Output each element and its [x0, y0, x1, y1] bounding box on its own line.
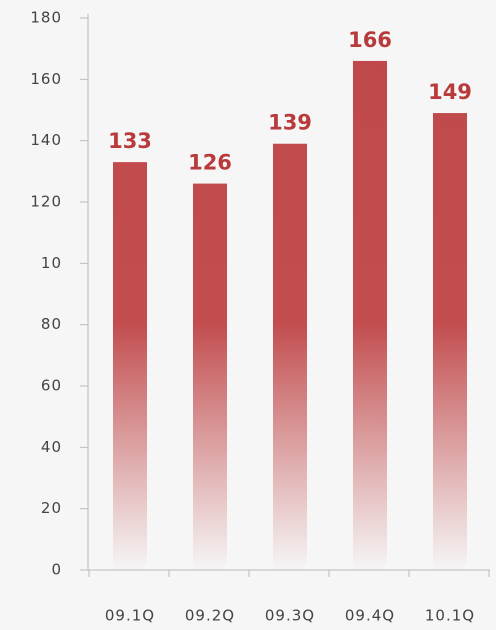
- x-tick-label: 09.1Q: [105, 607, 155, 625]
- y-tick-label: 10: [41, 254, 62, 272]
- x-tick-label: 10.1Q: [425, 607, 475, 625]
- bar: [113, 162, 147, 570]
- data-label: 149: [428, 80, 472, 104]
- bar: [273, 143, 307, 570]
- y-tick-label: 140: [30, 131, 62, 149]
- y-tick-label: 180: [30, 9, 62, 27]
- y-tick-label: 120: [30, 193, 62, 211]
- bar: [433, 113, 467, 571]
- data-label: 126: [188, 151, 232, 175]
- y-tick-label: 20: [41, 499, 62, 517]
- data-label: 133: [108, 129, 152, 153]
- data-label: 166: [348, 28, 392, 52]
- x-tick-label: 09.4Q: [345, 607, 395, 625]
- bar: [353, 60, 387, 570]
- y-tick-label: 60: [41, 377, 62, 395]
- y-tick-label: 160: [30, 70, 62, 88]
- x-tick-label: 09.3Q: [265, 607, 315, 625]
- y-tick-label: 80: [41, 315, 62, 333]
- y-tick-label: 0: [51, 561, 62, 579]
- bar: [193, 183, 227, 570]
- data-label: 139: [268, 111, 312, 135]
- y-tick-label: 40: [41, 438, 62, 456]
- x-tick-label: 09.2Q: [185, 607, 235, 625]
